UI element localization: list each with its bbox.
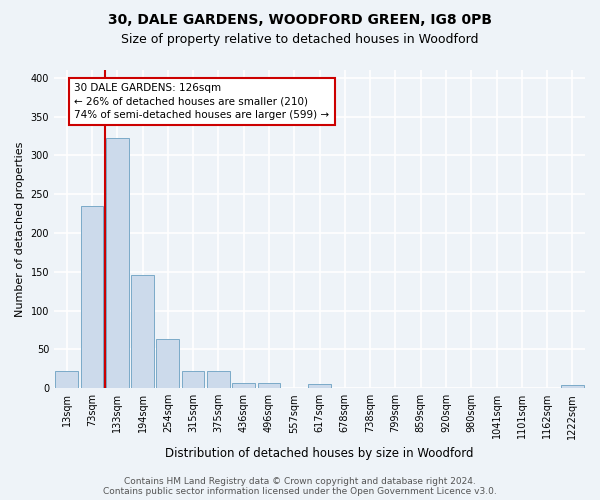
Bar: [157, 340, 179, 388]
Bar: [308, 384, 331, 388]
Bar: [80, 206, 103, 388]
Bar: [106, 138, 128, 388]
Text: Contains HM Land Registry data © Crown copyright and database right 2024.: Contains HM Land Registry data © Crown c…: [124, 477, 476, 486]
Text: 30 DALE GARDENS: 126sqm
← 26% of detached houses are smaller (210)
74% of semi-d: 30 DALE GARDENS: 126sqm ← 26% of detache…: [74, 83, 329, 120]
Bar: [55, 371, 78, 388]
Bar: [182, 371, 205, 388]
X-axis label: Distribution of detached houses by size in Woodford: Distribution of detached houses by size …: [165, 447, 474, 460]
Bar: [131, 275, 154, 388]
Text: 30, DALE GARDENS, WOODFORD GREEN, IG8 0PB: 30, DALE GARDENS, WOODFORD GREEN, IG8 0P…: [108, 12, 492, 26]
Text: Contains public sector information licensed under the Open Government Licence v3: Contains public sector information licen…: [103, 487, 497, 496]
Bar: [207, 371, 230, 388]
Bar: [561, 385, 584, 388]
Bar: [257, 382, 280, 388]
Y-axis label: Number of detached properties: Number of detached properties: [15, 142, 25, 317]
Text: Size of property relative to detached houses in Woodford: Size of property relative to detached ho…: [121, 32, 479, 46]
Bar: [232, 382, 255, 388]
